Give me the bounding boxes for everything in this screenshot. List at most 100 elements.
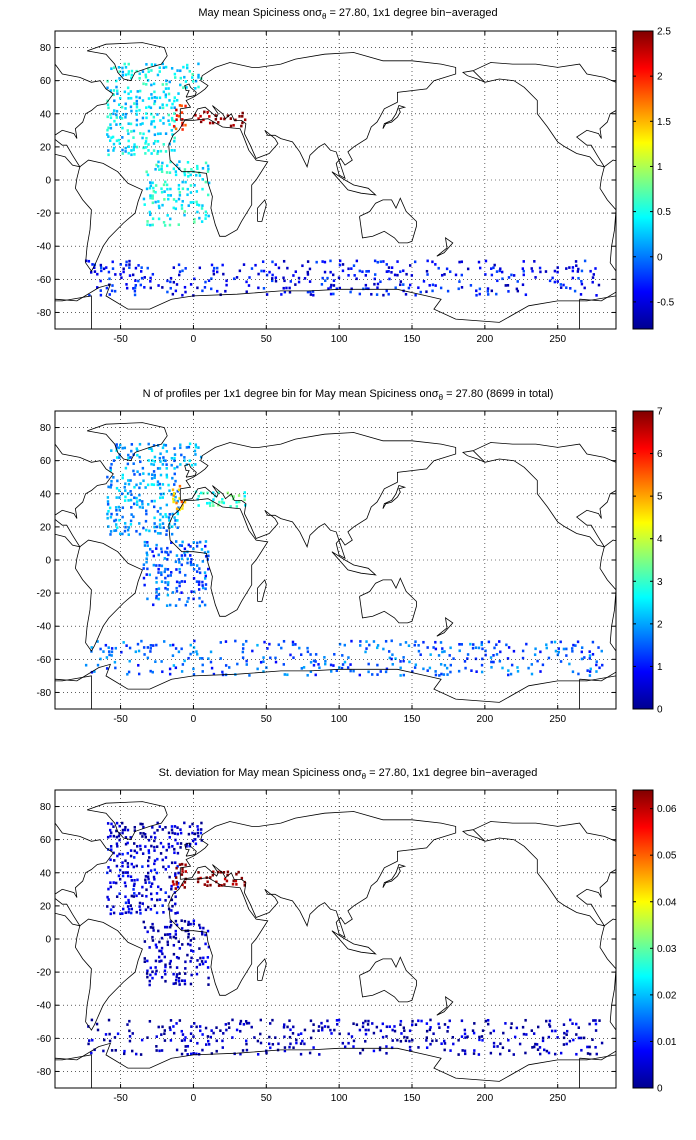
data-cell (173, 499, 176, 502)
data-cell (136, 878, 139, 882)
data-cell (126, 828, 130, 832)
data-cell (141, 835, 144, 838)
data-cell (107, 509, 110, 513)
data-cell (321, 276, 324, 280)
data-cell (123, 881, 127, 885)
data-cell (197, 588, 201, 591)
data-cell (111, 267, 115, 270)
data-cell (245, 663, 248, 666)
data-cell (292, 1046, 295, 1050)
data-cell (484, 273, 487, 276)
y-tick-label: 20 (40, 522, 52, 533)
data-cell (372, 1031, 376, 1035)
data-region-tropical-south-atlantic (142, 919, 211, 987)
data-cell (400, 1032, 403, 1035)
data-cell (99, 263, 103, 267)
data-cell (160, 547, 163, 551)
data-cell (191, 80, 195, 83)
data-cell (155, 1045, 158, 1048)
data-cell (419, 290, 422, 294)
data-cell (151, 939, 155, 942)
data-cell (176, 885, 180, 889)
data-cell (127, 533, 130, 537)
data-cell (556, 653, 560, 657)
data-cell (205, 501, 209, 505)
data-cell (99, 657, 102, 661)
data-cell (435, 1039, 438, 1042)
data-cell (393, 1025, 396, 1028)
data-cell (384, 639, 388, 643)
data-cell (157, 571, 160, 574)
data-cell (362, 287, 365, 291)
data-cell (150, 63, 154, 66)
data-cell (589, 269, 592, 273)
data-cell (338, 263, 342, 267)
data-cell (384, 670, 388, 674)
data-cell (232, 879, 235, 883)
data-cell (338, 642, 342, 646)
data-cell (175, 98, 179, 102)
data-cell (420, 1019, 423, 1023)
data-cell (133, 892, 136, 895)
data-cell (298, 646, 301, 650)
data-cell (168, 123, 171, 126)
data-cell (115, 835, 119, 839)
data-cell (461, 1049, 464, 1052)
map-area-1 (55, 31, 616, 329)
data-cell (112, 825, 115, 828)
data-cell (128, 263, 131, 266)
data-cell (137, 672, 141, 676)
data-cell (124, 525, 127, 529)
data-cell (163, 640, 166, 643)
data-cell (126, 86, 130, 90)
data-cell (135, 118, 139, 122)
data-cell (114, 273, 117, 276)
data-cell (196, 210, 199, 214)
data-cell (175, 866, 178, 870)
data-cell (194, 445, 198, 449)
data-cell (139, 912, 142, 915)
data-cell (159, 888, 163, 891)
data-cell (274, 276, 278, 280)
data-cell (157, 217, 161, 221)
data-cell (138, 76, 141, 80)
data-cell (538, 1052, 542, 1056)
data-cell (163, 933, 167, 937)
data-cell (151, 826, 154, 829)
data-cell (317, 1025, 321, 1028)
data-cell (495, 643, 498, 647)
data-cell (152, 929, 155, 932)
data-cell (193, 277, 196, 281)
data-cell (180, 647, 183, 651)
data-cell (512, 649, 516, 653)
data-cell (153, 877, 156, 881)
data-cell (550, 1029, 554, 1033)
data-cell (439, 286, 443, 290)
data-cell (118, 456, 121, 459)
data-cell (197, 583, 201, 586)
data-cell (154, 972, 157, 976)
data-cell (299, 1052, 303, 1056)
data-cell (141, 122, 144, 125)
data-cell (178, 947, 182, 950)
data-cell (130, 449, 133, 453)
data-cell (256, 1052, 260, 1056)
data-cell (158, 456, 162, 460)
data-cell (113, 289, 117, 293)
data-cell (123, 828, 127, 832)
data-cell (176, 465, 179, 469)
data-cell (506, 657, 510, 660)
data-cell (126, 462, 130, 466)
data-cell (434, 284, 437, 287)
data-cell (124, 495, 127, 499)
data-cell (132, 462, 135, 465)
data-cell (135, 99, 139, 103)
data-cell (208, 501, 211, 505)
data-cell (194, 443, 198, 447)
data-cell (189, 554, 192, 557)
data-cell (309, 290, 312, 294)
data-cell (159, 460, 162, 463)
data-cell (138, 505, 142, 509)
data-cell (196, 828, 200, 831)
data-cell (171, 133, 174, 136)
